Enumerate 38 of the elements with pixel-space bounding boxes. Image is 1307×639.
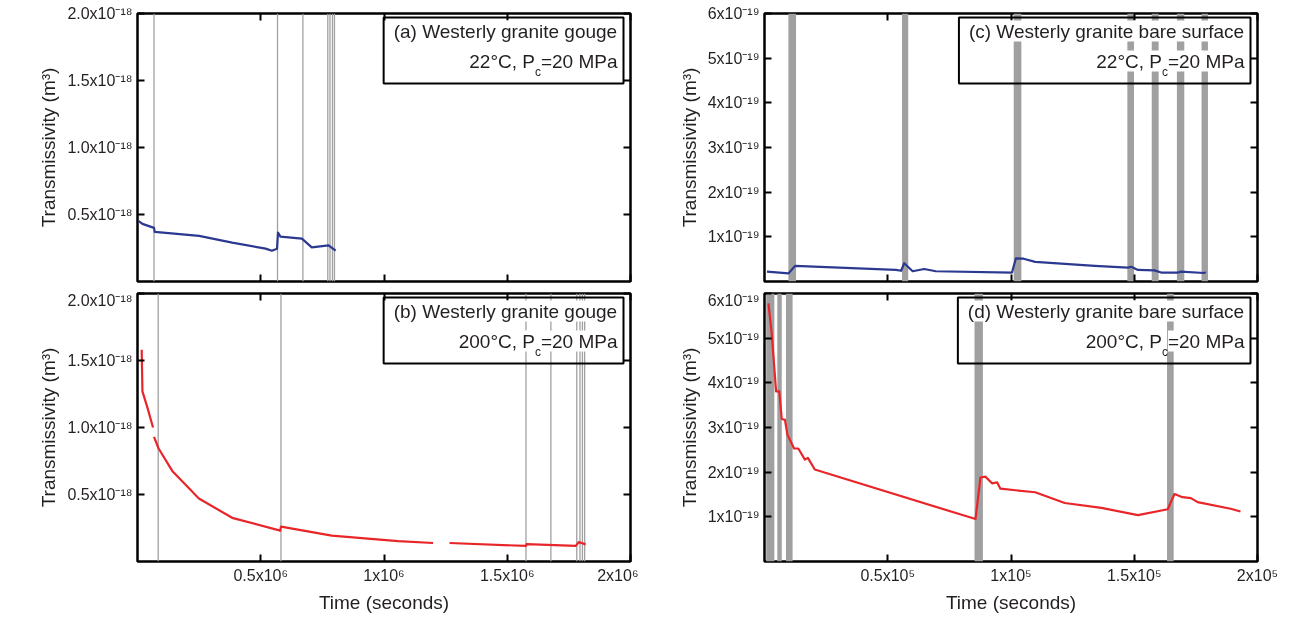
y-tick-label: 4x10⁻¹⁹ [707,94,760,112]
annotation: (b) Westerly granite gouge [393,300,618,322]
y-axis-title: Transmissivity (m³) [678,347,700,508]
y-tick-label: 3x10⁻¹⁹ [707,419,760,436]
x-tick-label: 1x10⁵ [990,566,1032,584]
y-tick-label: 1x10⁻¹⁹ [707,508,760,526]
y-tick-label: 1.0x10⁻¹⁸ [67,139,133,156]
y-tick-label: 1.0x10⁻¹⁸ [67,419,133,436]
annotation: (a) Westerly granite gouge [393,20,618,42]
y-axis-title: Transmissivity (m³) [678,67,700,228]
y-tick-label: 2.0x10⁻¹⁸ [67,291,133,309]
annotation: (d) Westerly granite bare surface [967,300,1245,322]
x-axis-title: Time (seconds) [318,591,450,613]
x-tick-label: 1.5x10⁶ [479,566,535,584]
y-tick-label: 1.5x10⁻¹⁸ [67,352,133,369]
y-tick-label: 0.5x10⁻¹⁸ [67,206,133,223]
y-tick-label: 3x10⁻¹⁹ [707,139,760,156]
y-tick-label: 0.5x10⁻¹⁸ [67,486,133,503]
y-tick-label: 2x10⁻¹⁹ [707,463,760,481]
x-tick-label: 2x10⁵ [1236,566,1279,584]
y-tick-label: 1.5x10⁻¹⁸ [67,72,133,89]
y-tick-label: 2x10⁻¹⁹ [707,183,760,201]
y-tick-label: 2.0x10⁻¹⁸ [67,5,133,22]
x-tick-label: 1.5x10⁵ [1106,566,1162,584]
x-tick-label: 0.5x10⁵ [860,566,916,584]
annotation: (c) Westerly granite bare surface [968,20,1245,42]
y-axis-title: Transmissivity (m³) [38,347,60,508]
y-tick-label: 6x10⁻¹⁹ [707,5,760,22]
y-tick-label: 5x10⁻¹⁹ [707,329,760,347]
y-tick-label: 4x10⁻¹⁹ [707,374,760,392]
y-tick-label: 5x10⁻¹⁹ [707,49,760,67]
x-tick-label: 1x10⁶ [363,566,405,584]
y-tick-label: 1x10⁻¹⁹ [707,228,760,246]
x-tick-label: 0.5x10⁶ [233,566,289,584]
x-axis-title: Time (seconds) [945,591,1077,613]
y-axis-title: Transmissivity (m³) [38,67,60,228]
y-tick-label: 6x10⁻¹⁹ [707,291,760,309]
x-tick-label: 2x10⁶ [597,566,639,584]
